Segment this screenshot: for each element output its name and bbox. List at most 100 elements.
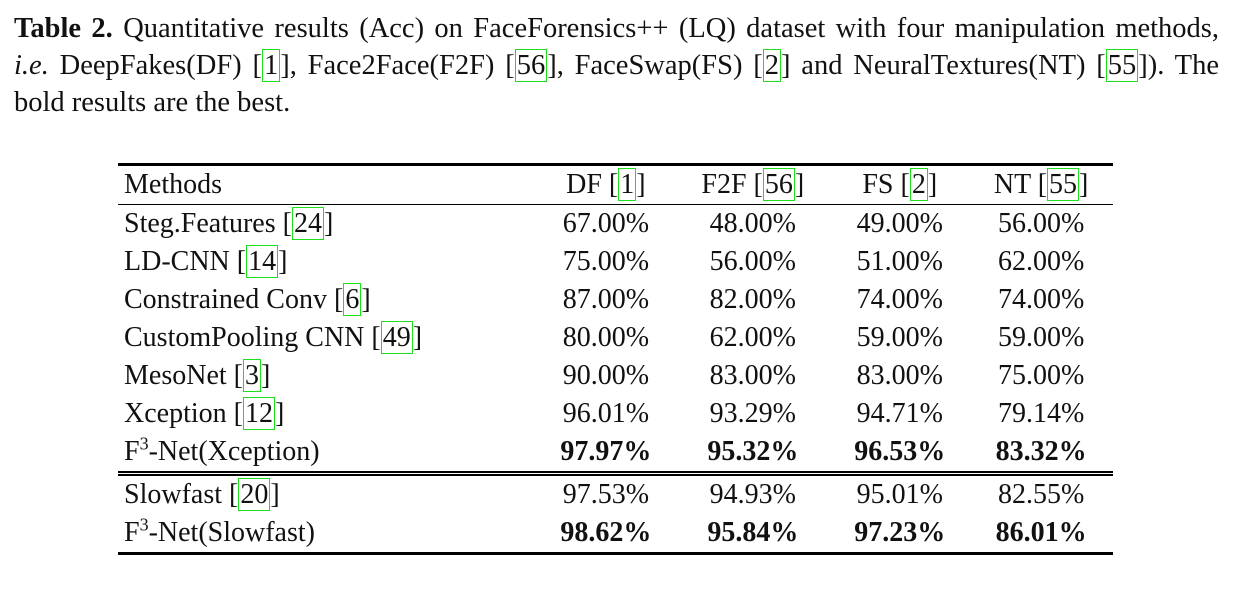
value-cell: 51.00%	[856, 246, 943, 277]
value-cell: 67.00%	[562, 208, 650, 239]
value-cell: 94.71%	[856, 398, 943, 429]
caption-text: Quantitative results (Acc) on FaceForens…	[14, 13, 1219, 118]
value-cell: 97.97%	[560, 436, 652, 467]
value-cell: 59.00%	[856, 322, 943, 353]
value-cell: 79.14%	[997, 398, 1085, 429]
text: CustomPooling CNN [	[124, 322, 381, 353]
table-row: Xception [12] 96.01% 93.29% 94.71% 79.14%	[118, 395, 1113, 433]
text: Slowfast [	[124, 479, 239, 510]
value-cell: 82.55%	[969, 471, 1113, 514]
table-row: CustomPooling CNN [49] 80.00% 62.00% 59.00%…	[118, 319, 1113, 357]
citation: 1	[618, 168, 637, 201]
text: DF [	[566, 169, 619, 200]
text: MesoNet [	[124, 360, 243, 391]
value-cell: 95.32%	[707, 436, 799, 467]
text: -Net(Slowfast)	[148, 517, 315, 548]
text: ]	[1079, 169, 1089, 200]
value-cell: 97.23%	[830, 514, 970, 555]
method-cell: Constrained Conv [6]	[118, 281, 536, 319]
citation: 1	[261, 49, 281, 82]
text: ]). The bold results are the best.	[14, 50, 1219, 118]
method-cell: F3-Net(Xception)	[118, 433, 536, 474]
citation: 2	[762, 49, 781, 82]
citation: 24	[291, 207, 324, 240]
text: ]	[361, 284, 371, 315]
value-cell: 95.84%	[675, 514, 831, 555]
citation: 49	[380, 321, 413, 354]
value-cell: 95.01%	[830, 471, 970, 514]
table-row: Constrained Conv [6] 87.00% 82.00% 74.00% 74…	[118, 281, 1113, 319]
text: ]	[794, 169, 805, 200]
text: NT [	[993, 169, 1048, 200]
header-cell: Methods	[118, 163, 537, 205]
method-cell: Slowfast [20]	[118, 471, 537, 514]
value-cell: 56.00%	[997, 208, 1085, 239]
citation: 55	[1105, 49, 1139, 82]
table-row: Steg.Features [24] 67.00% 48.00% 49.00% 56.0…	[118, 205, 1113, 244]
value-cell: 83.32%	[995, 436, 1087, 467]
citation: 20	[238, 478, 271, 511]
value-cell: 62.00%	[997, 246, 1085, 277]
text: DeepFakes(DF) [	[48, 50, 262, 81]
table-row: LD-CNN [14] 75.00% 56.00% 51.00% 62.00%	[118, 243, 1113, 281]
text: ]	[260, 360, 271, 391]
text: ]	[412, 322, 423, 353]
text: FS [	[862, 169, 910, 200]
value-cell: 97.53%	[536, 471, 676, 514]
table-row: Slowfast [20] 97.53% 94.93% 95.01% 82.55%	[118, 471, 1113, 514]
text: ], FaceSwap(FS) [	[547, 50, 763, 81]
value-cell: 62.00%	[709, 322, 796, 353]
text: ], Face2Face(F2F) [	[280, 50, 515, 81]
text: ] and NeuralTextures(NT) [	[781, 50, 1106, 81]
citation: 14	[246, 245, 279, 278]
value-cell: 94.93%	[675, 471, 831, 514]
text: Constrained Conv [	[124, 284, 344, 315]
text: Quantitative results (Acc) on FaceForens…	[123, 13, 1220, 44]
value-cell: 87.00%	[562, 284, 650, 315]
method-cell: F3-Net(Slowfast)	[118, 514, 537, 555]
header-cell: NT [55]	[969, 163, 1113, 205]
value-cell: 98.62%	[536, 514, 676, 555]
value-cell: 74.00%	[997, 284, 1085, 315]
citation: 3	[242, 359, 261, 392]
citation: 6	[343, 283, 362, 316]
text: ]	[927, 169, 938, 200]
results-table: Methods DF [1] F2F [56] FS [2] NT [55] Steg.F…	[118, 163, 1113, 555]
value-cell: 74.00%	[856, 284, 943, 315]
value-cell: 59.00%	[997, 322, 1085, 353]
value-cell: 82.00%	[709, 284, 796, 315]
header-row: Methods DF [1] F2F [56] FS [2] NT [55]	[118, 163, 1113, 205]
method-cell: MesoNet [3]	[118, 357, 536, 395]
value-cell: 80.00%	[562, 322, 650, 353]
text: F	[124, 436, 140, 467]
text: -Net(Xception)	[148, 436, 320, 467]
text: Xception [	[124, 398, 243, 429]
method-cell: CustomPooling CNN [49]	[118, 319, 536, 357]
value-cell: 75.00%	[997, 360, 1085, 391]
value-cell: 49.00%	[856, 208, 943, 239]
value-cell: 75.00%	[562, 246, 650, 277]
value-cell: 90.00%	[562, 360, 650, 391]
citation: 55	[1047, 168, 1080, 201]
caption: Table 2. Quantitative results (Acc) on F…	[14, 10, 1219, 121]
value-cell: 83.00%	[709, 360, 796, 391]
text: F2F [	[701, 169, 763, 200]
citation: 56	[514, 49, 548, 82]
text: Methods	[124, 169, 222, 200]
citation: 56	[762, 168, 795, 201]
text: LD-CNN [	[124, 246, 247, 277]
caption-label: Table 2.	[14, 13, 113, 44]
text: Steg.Features [	[124, 208, 292, 239]
text: ]	[636, 169, 646, 200]
header-cell: FS [2]	[830, 163, 970, 205]
table-row: F3-Net(Slowfast) 98.62% 95.84% 97.23% 86.01%	[118, 514, 1113, 555]
value-cell: 93.29%	[709, 398, 796, 429]
header-cell: DF [1]	[536, 163, 676, 205]
text: ]	[278, 246, 288, 277]
table-row: F3-Net(Xception) 97.97% 95.32% 96.53% 83.32%	[118, 433, 1113, 474]
superscript: 3	[139, 514, 149, 535]
text: ]	[274, 398, 285, 429]
method-cell: Xception [12]	[118, 395, 536, 433]
text: F	[124, 517, 140, 548]
